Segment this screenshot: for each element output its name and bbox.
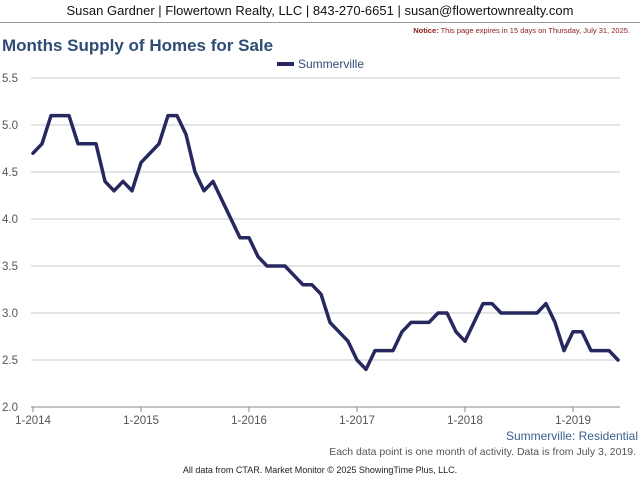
- notice-text: This page expires in 15 days on Thursday…: [440, 26, 630, 35]
- y-tick-label: 2.5: [2, 355, 18, 367]
- x-tick-label: 1-2016: [231, 415, 267, 427]
- x-tick-label: 1-2015: [123, 415, 159, 427]
- page-title: Months Supply of Homes for Sale: [2, 36, 274, 55]
- y-tick-label: 4.0: [2, 214, 18, 226]
- expiry-notice: Notice: This page expires in 15 days on …: [413, 26, 630, 35]
- y-tick-label: 4.5: [2, 167, 18, 179]
- notice-label: Notice:: [413, 26, 439, 35]
- y-tick-label: 2.0: [2, 402, 18, 414]
- region-caption: Summerville: Residential: [505, 429, 638, 443]
- chart-area: 2.0 2.5 3.0 3.5 4.0 4.5 5.0 5.5 1-2014 1-2015 1-20…: [0, 50, 640, 430]
- y-tick-label: 3.0: [2, 308, 18, 320]
- footer-credit: All data from CTAR. Market Monitor © 202…: [182, 465, 458, 475]
- y-tick-label: 3.5: [2, 261, 18, 273]
- x-tick-label: 1-2019: [555, 415, 591, 427]
- line-chart: 2.0 2.5 3.0 3.5 4.0 4.5 5.0 5.5 1-2014 1-2015 1-20…: [2, 57, 620, 427]
- data-note: Each data point is one month of activity…: [329, 446, 636, 458]
- series-line-summerville: [31, 113, 620, 372]
- x-tick-label: 1-2018: [447, 415, 483, 427]
- y-tick-label: 5.5: [2, 73, 18, 85]
- legend-label: Summerville: [298, 57, 364, 71]
- contact-header: Susan Gardner | Flowertown Realty, LLC |…: [0, 0, 640, 23]
- y-tick-label: 5.0: [2, 120, 18, 132]
- x-tick-label: 1-2014: [15, 415, 51, 427]
- x-tick-label: 1-2017: [339, 415, 375, 427]
